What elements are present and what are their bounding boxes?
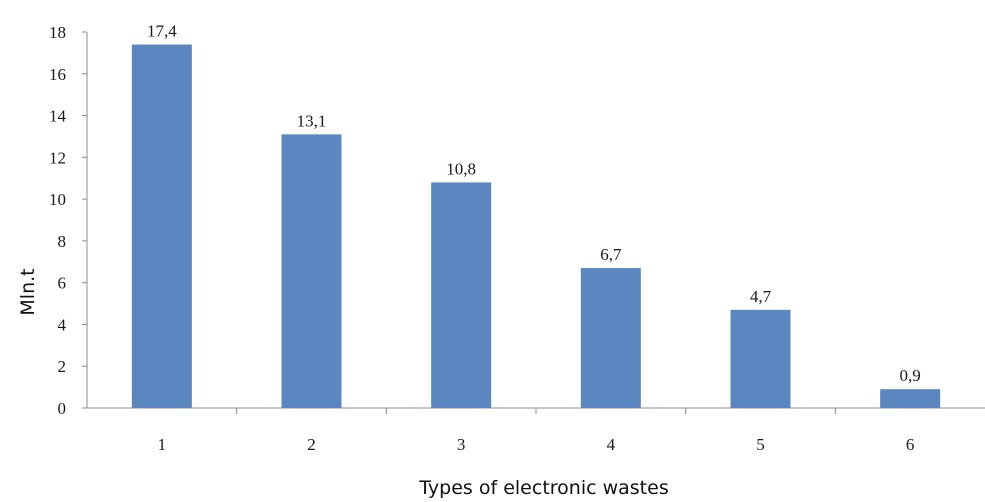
y-tick-label: 8 xyxy=(58,232,67,251)
x-tick-label: 2 xyxy=(307,435,316,454)
x-tick-label: 3 xyxy=(457,435,466,454)
y-tick-label: 16 xyxy=(49,65,66,84)
x-axis-label: Types of electronic wastes xyxy=(418,477,668,499)
y-tick-label: 10 xyxy=(49,190,66,209)
bars xyxy=(131,44,941,409)
bar xyxy=(431,182,492,408)
bar xyxy=(580,268,641,408)
x-axis: 1 2 3 4 5 6 xyxy=(87,407,985,454)
data-label: 6,7 xyxy=(600,245,622,264)
y-tick-label: 18 xyxy=(49,23,66,42)
bar xyxy=(281,134,342,408)
data-label: 17,4 xyxy=(147,22,177,41)
y-axis-label: Mln.t xyxy=(17,268,39,315)
x-tick-label: 6 xyxy=(906,435,915,454)
data-label: 13,1 xyxy=(297,111,327,130)
y-tick-label: 2 xyxy=(58,357,67,376)
data-label: 4,7 xyxy=(750,287,772,306)
x-tick-label: 1 xyxy=(158,435,167,454)
data-labels: 17,4 13,1 10,8 6,7 4,7 0,9 xyxy=(147,22,921,386)
data-label: 0,9 xyxy=(900,366,921,385)
y-tick-label: 14 xyxy=(49,107,67,126)
x-tick-label: 4 xyxy=(607,435,616,454)
bar xyxy=(730,309,791,408)
data-label: 10,8 xyxy=(446,159,476,178)
y-axis: 0 2 4 6 8 10 12 14 16 18 xyxy=(49,23,88,418)
y-tick-label: 6 xyxy=(58,274,67,293)
x-tick-label: 5 xyxy=(756,435,765,454)
y-tick-label: 12 xyxy=(49,148,66,167)
y-tick-label: 0 xyxy=(58,399,67,418)
bar xyxy=(880,389,941,408)
y-tick-label: 4 xyxy=(58,315,67,334)
bar xyxy=(131,44,192,409)
